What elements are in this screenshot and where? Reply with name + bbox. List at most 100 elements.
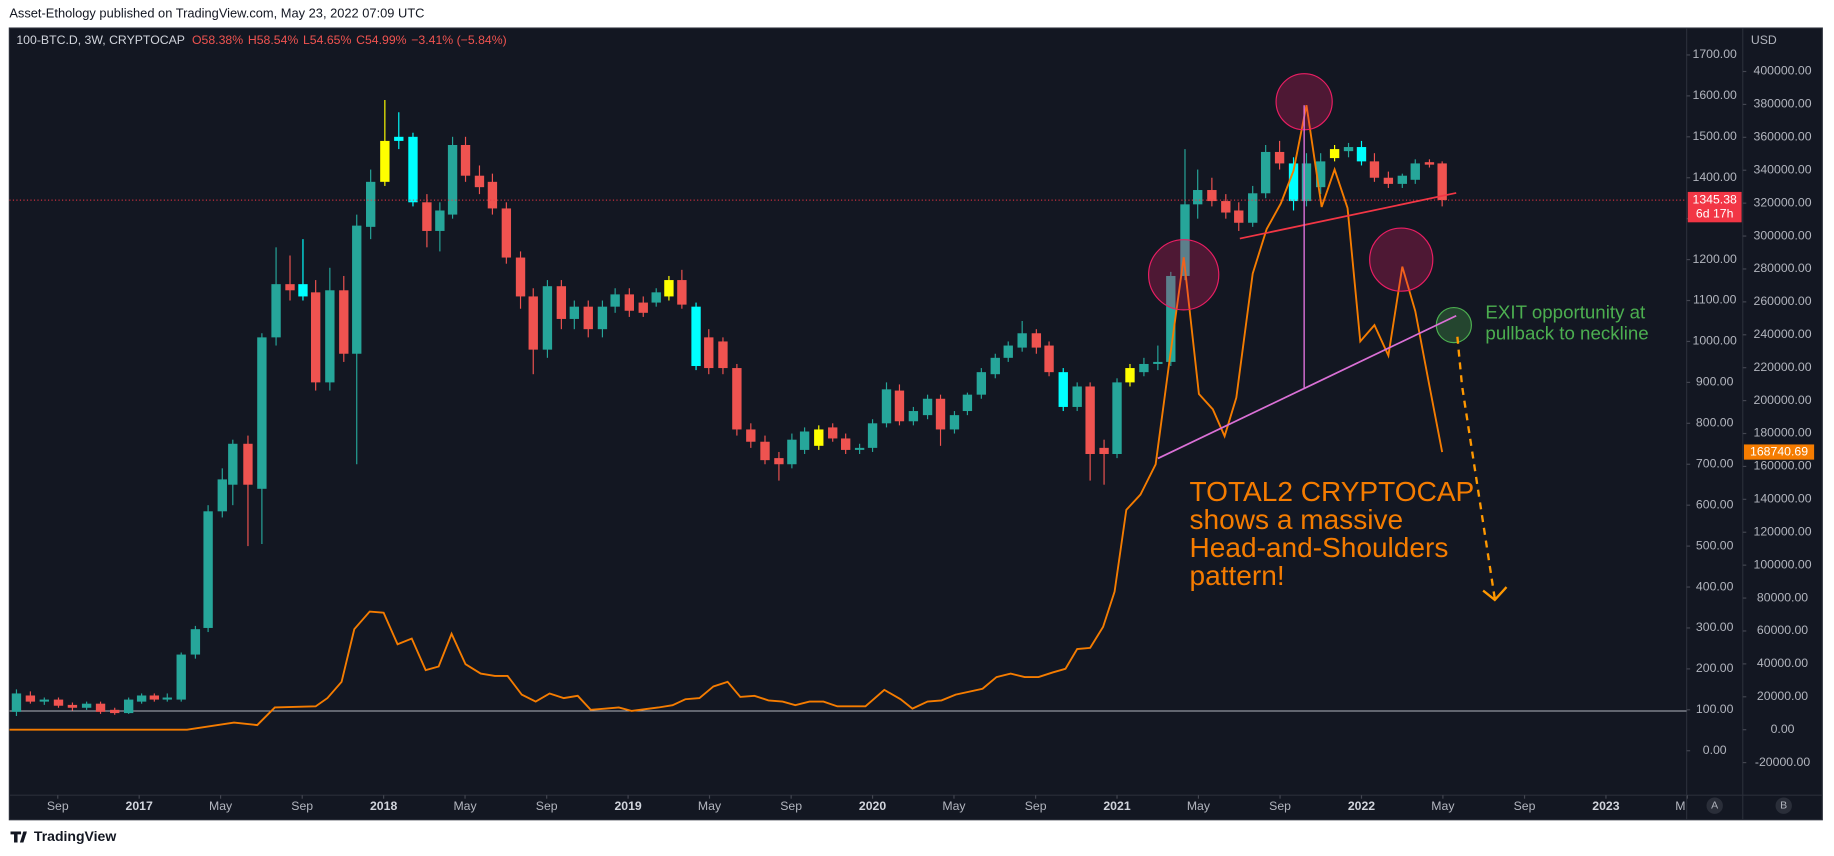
candle-body: [556, 286, 567, 319]
candle-body: [310, 292, 321, 383]
y2-tick-label: 140000.00: [1754, 492, 1812, 506]
y2-tick-label: 200000.00: [1754, 393, 1812, 407]
y-tick-label: 1500.00: [1693, 129, 1738, 143]
candle-body: [1044, 345, 1054, 373]
candle-body: [1017, 333, 1027, 348]
candle-body: [1207, 190, 1217, 202]
x-tick-label: M: [1675, 799, 1685, 813]
x-tick-label: May: [1431, 799, 1455, 813]
shoulder-circle: [1369, 227, 1434, 292]
y2-unit: USD: [1751, 33, 1777, 47]
y2-tick-label: 160000.00: [1754, 459, 1812, 473]
candle-body: [1221, 201, 1231, 213]
candle-body: [136, 695, 147, 702]
y2-tick-label: 260000.00: [1754, 294, 1812, 308]
candle-body: [638, 302, 648, 313]
candle-body: [1072, 386, 1082, 407]
x-tick-label: 2023: [1592, 799, 1619, 813]
candle-body: [243, 443, 253, 485]
candle-body: [81, 703, 92, 708]
candle-body: [67, 704, 78, 708]
y-tick-label: 1200.00: [1693, 252, 1738, 266]
y2-tick-label: 320000.00: [1754, 195, 1812, 209]
scale-button[interactable]: [1775, 797, 1792, 814]
y2-tick-label: 180000.00: [1754, 426, 1812, 440]
legend-change: −3.41% (−5.84%): [411, 33, 506, 47]
countdown-label: 6d 17h: [1696, 206, 1734, 220]
candle-body: [53, 699, 64, 706]
candle-body: [569, 306, 579, 319]
annotations: TOTAL2 CRYPTOCAP shows a massive Head-an…: [1148, 73, 1649, 602]
scale-button-label[interactable]: A: [1711, 799, 1718, 811]
candle-body: [123, 699, 134, 714]
candle-body: [976, 372, 987, 395]
y2-tick-label: 40000.00: [1757, 656, 1808, 670]
candle-body: [1343, 147, 1354, 152]
x-tick-label: May: [453, 799, 477, 813]
y-tick-label: 700.00: [1696, 456, 1734, 470]
chart-bg: [8, 27, 1823, 821]
candle-body: [718, 341, 728, 369]
x-tick-label: May: [1187, 799, 1211, 813]
candle-body: [1193, 190, 1203, 205]
y2-tick-label: 120000.00: [1754, 524, 1812, 538]
x-tick-label: 2018: [370, 799, 397, 813]
x-tick-label: May: [942, 799, 966, 813]
y2-tick-label: 400000.00: [1754, 64, 1812, 78]
candle-body: [677, 280, 687, 305]
y2-tick-label: 100000.00: [1754, 557, 1812, 571]
candle-body: [814, 429, 824, 446]
y2-tick-label: 240000.00: [1754, 327, 1812, 341]
y2-tick-label: 340000.00: [1754, 162, 1812, 176]
y-tick-label: 1600.00: [1693, 88, 1738, 102]
candle-body: [380, 140, 390, 182]
x-tick-label: 2021: [1103, 799, 1130, 813]
candle-body: [176, 654, 186, 700]
candle-body: [1260, 151, 1271, 194]
exit-circle: [1435, 306, 1472, 344]
y-tick-label: 400.00: [1696, 579, 1734, 593]
candle-body: [408, 136, 418, 203]
candle-body: [110, 709, 120, 714]
candle-body: [760, 441, 770, 461]
candle-body: [949, 415, 960, 430]
x-tick-label: Sep: [291, 799, 313, 813]
last-price-box: [1687, 191, 1742, 223]
candle-body: [624, 294, 634, 311]
arrow-head: [1482, 586, 1508, 602]
candle-body: [1410, 163, 1420, 180]
y2-tick-label: -20000.00: [1755, 755, 1810, 769]
neckline: [1239, 192, 1457, 240]
y-tick-label: 500.00: [1696, 538, 1734, 552]
y-tick-label: 600.00: [1696, 497, 1734, 511]
candle-body: [651, 292, 661, 303]
x-tick-label: Sep: [536, 799, 558, 813]
candle-body: [799, 431, 810, 450]
logo: [22, 831, 27, 835]
candle-body: [1288, 163, 1299, 202]
x-tick-label: Sep: [1269, 799, 1291, 813]
y-tick-label: 800.00: [1696, 416, 1734, 430]
y2-tick-label: 280000.00: [1754, 261, 1812, 275]
shoulder-circle: [1148, 239, 1220, 311]
candle-body: [11, 693, 22, 712]
candle-body: [597, 306, 608, 330]
y-tick-label: 900.00: [1696, 375, 1734, 389]
candle-body: [285, 284, 295, 291]
candle-body: [1315, 161, 1326, 188]
y-tick-label: 100.00: [1696, 702, 1734, 716]
y2-tick-label: 360000.00: [1754, 130, 1812, 144]
last-value-box: [1743, 444, 1815, 460]
last-value-label: 168740.69: [1750, 444, 1808, 458]
candle-body: [1139, 363, 1149, 373]
x-tick-label: Sep: [780, 799, 802, 813]
x-tick-label: 2019: [614, 799, 641, 813]
scale-button-label[interactable]: B: [1780, 799, 1787, 811]
candle-body: [1166, 275, 1176, 362]
candle-body: [962, 394, 973, 412]
candle-body: [867, 423, 878, 448]
legend: 100-BTC.D, 3W, CRYPTOCAP O58.38% H58.54% L5…: [16, 33, 506, 47]
x-tick-label: 2022: [1348, 799, 1375, 813]
candle-body: [487, 181, 498, 209]
scale-button[interactable]: [1706, 797, 1723, 814]
